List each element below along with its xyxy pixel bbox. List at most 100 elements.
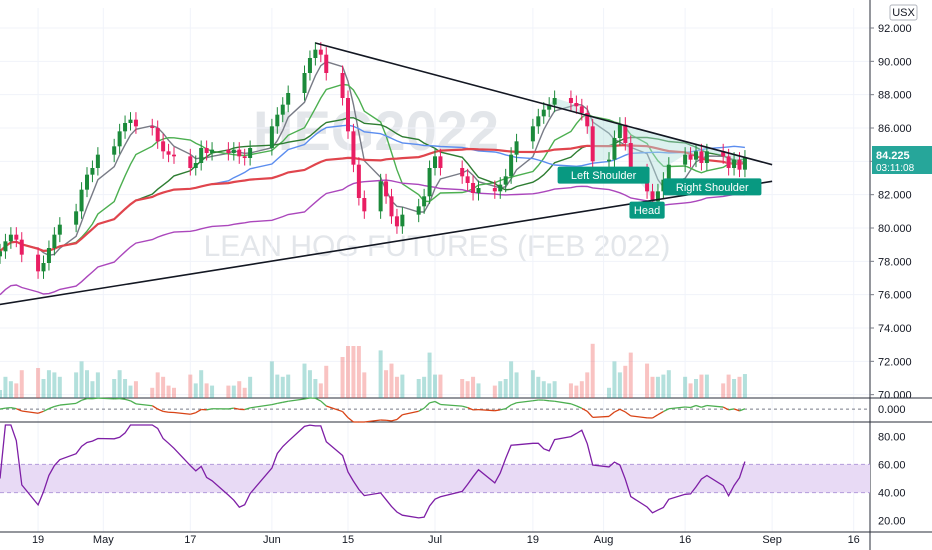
moving-averages: [0, 60, 746, 296]
oscillator-segment: [418, 407, 425, 412]
currency-badge-box[interactable]: [889, 4, 918, 21]
rsi-line: [0, 424, 746, 519]
oscillator-segment: [10, 407, 17, 410]
oscillator-segment: [728, 408, 735, 411]
countdown-label: 03:11:08: [876, 163, 915, 174]
pattern-shade: [543, 98, 745, 202]
candle-body: [123, 123, 128, 132]
volume-bar: [438, 374, 443, 398]
candle-body: [199, 148, 204, 163]
oscillator-segment: [163, 410, 169, 413]
volume-bar: [3, 376, 8, 398]
candle-body: [8, 234, 13, 242]
candle-body: [356, 164, 361, 198]
annotation-box[interactable]: [629, 201, 665, 219]
volume-bar: [155, 372, 160, 398]
candle-body: [476, 188, 481, 193]
annotation-label[interactable]: Left Shoulder: [571, 170, 637, 182]
oscillator-segment: [440, 403, 463, 407]
oscillator-segment: [402, 410, 419, 416]
volume-bar: [737, 376, 742, 398]
trendline-upper[interactable]: [315, 42, 773, 166]
oscillator-segment: [81, 398, 88, 401]
oscillator-segment: [5, 406, 11, 409]
oscillator-segment: [467, 406, 474, 411]
oscillator-segment: [543, 399, 550, 402]
price-axis[interactable]: 92.00090.00088.00086.00084.00082.00080.0…: [870, 23, 912, 528]
candle-body: [112, 146, 117, 155]
time-tick-label: Sep: [762, 534, 782, 546]
candle-body: [579, 106, 584, 113]
time-tick-label: 19: [32, 534, 44, 546]
candle-body: [57, 224, 62, 235]
volume-bar: [248, 376, 253, 398]
oscillator-segment: [190, 412, 196, 415]
volume-bar: [199, 370, 204, 398]
candle-body: [607, 159, 611, 162]
oscillator-segment: [244, 407, 251, 411]
oscillator-segment: [21, 410, 39, 414]
volume-bar: [726, 374, 731, 398]
time-axis[interactable]: 19 May 17 Jun 15 Jul 19 Aug 16 Sep 16: [32, 534, 860, 546]
volume-bar: [117, 370, 122, 398]
candle-body: [683, 154, 688, 165]
annotation-label[interactable]: Head: [634, 205, 660, 217]
candle-body: [161, 141, 166, 152]
candle-body: [346, 98, 350, 132]
volume-bar: [476, 383, 481, 398]
volume-bar: [36, 368, 41, 398]
volume-bar: [231, 385, 236, 398]
candle-body: [237, 149, 242, 157]
candle-body: [694, 151, 698, 160]
pattern-fill: [543, 98, 745, 202]
oscillator-segment: [43, 408, 50, 412]
rsi-pane: [0, 424, 870, 519]
volume-bar: [188, 374, 193, 398]
oscillator-segment: [364, 419, 381, 423]
volume-bar: [471, 376, 476, 398]
oscillator-segment: [391, 418, 398, 422]
candle-body: [340, 73, 345, 98]
oscillator-segment: [37, 410, 44, 414]
annotation-label[interactable]: Right Shoulder: [676, 182, 749, 194]
candle-body: [541, 109, 546, 117]
price-tick-label: 86.000: [878, 123, 912, 135]
candle-body: [166, 151, 171, 155]
pattern-annotations: Left Shoulder Head Right Shoulder: [557, 166, 762, 219]
rsi-tick-label: 60.00: [878, 459, 906, 471]
candle-body: [585, 113, 590, 127]
volume-bar: [509, 361, 514, 398]
candle-body: [302, 73, 307, 93]
candle-body: [732, 159, 737, 168]
annotation-box[interactable]: [557, 166, 650, 184]
oscillator-segment: [320, 400, 327, 407]
candle-body: [460, 168, 465, 177]
volume-bar: [389, 363, 394, 398]
oscillator-segment: [282, 400, 289, 403]
rsi-tick-label: 20.00: [878, 516, 906, 528]
oscillator-segment: [135, 403, 153, 407]
candle-body: [530, 126, 535, 142]
currency-badge[interactable]: USX: [892, 7, 915, 19]
volume-bar: [52, 372, 57, 398]
volume-bar: [8, 381, 13, 398]
candle-body: [465, 176, 470, 183]
time-tick-label: Aug: [594, 534, 614, 546]
oscillator-segment: [532, 399, 539, 402]
volume-bar: [19, 370, 24, 398]
oscillator-segment: [576, 405, 583, 409]
volume-bar: [0, 390, 2, 398]
oscillator-segment: [619, 408, 626, 413]
time-tick-label: 19: [527, 534, 539, 546]
candle-body: [318, 49, 323, 55]
candle-body: [699, 151, 704, 163]
candle-body: [568, 98, 573, 103]
volume-bar: [85, 370, 89, 398]
volume-bar: [95, 372, 100, 398]
oscillator-segment: [157, 408, 164, 412]
annotation-box[interactable]: [663, 178, 762, 196]
rsi-tick-label: 40.00: [878, 488, 906, 500]
volume-bar: [579, 381, 584, 398]
volume-bar: [172, 387, 176, 398]
oscillator-segment: [54, 404, 60, 408]
